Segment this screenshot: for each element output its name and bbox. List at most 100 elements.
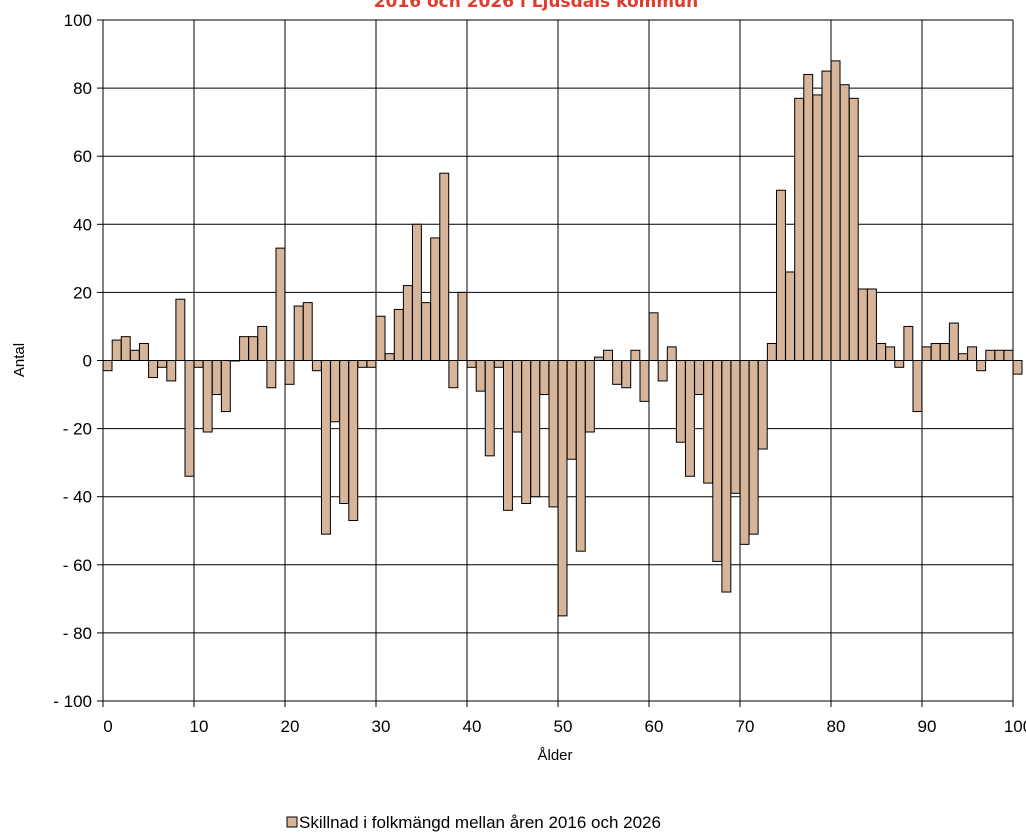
- bar: [748, 360, 759, 535]
- axes: [97, 19, 1014, 707]
- bar: [248, 336, 259, 362]
- bar: [539, 360, 550, 396]
- bar: [375, 315, 386, 361]
- bar: [402, 285, 413, 361]
- bar: [866, 288, 877, 361]
- x-tick-label: 80: [827, 717, 846, 736]
- bar: [193, 360, 204, 368]
- bar: [912, 360, 923, 413]
- bar: [885, 346, 896, 362]
- bar: [757, 360, 768, 450]
- bar: [202, 360, 213, 433]
- bar: [566, 360, 577, 460]
- bar: [493, 360, 504, 368]
- bar: [484, 360, 495, 457]
- bar: [603, 349, 614, 362]
- bar: [803, 73, 814, 361]
- y-tick-label: 40: [73, 215, 92, 234]
- x-axis-label: Ålder: [537, 747, 572, 764]
- bar: [930, 342, 941, 362]
- bar: [903, 325, 914, 362]
- bar: [311, 360, 322, 372]
- bars: [102, 60, 1023, 617]
- bar: [712, 360, 723, 562]
- bar: [111, 339, 122, 362]
- bar: [430, 237, 441, 361]
- bar: [976, 360, 987, 372]
- bar: [675, 360, 686, 443]
- bar: [102, 360, 113, 372]
- bar: [694, 360, 705, 396]
- bar: [257, 325, 268, 362]
- y-tick-label: - 60: [63, 556, 92, 575]
- bar: [448, 360, 459, 389]
- y-tick-label: 20: [73, 283, 92, 302]
- bar: [348, 360, 359, 522]
- bar: [220, 360, 231, 413]
- bar: [848, 97, 859, 361]
- y-tick-label: - 80: [63, 624, 92, 643]
- x-tick-label: 30: [372, 717, 391, 736]
- y-tick-label: - 100: [53, 692, 92, 711]
- x-tick-label: 70: [736, 717, 755, 736]
- bar: [266, 360, 277, 389]
- bar: [275, 247, 286, 361]
- bar: [175, 298, 186, 361]
- bar: [830, 60, 841, 362]
- bar: [548, 360, 559, 508]
- bar: [648, 312, 659, 361]
- bar: [794, 97, 805, 361]
- bar: [957, 353, 968, 362]
- bar: [211, 360, 222, 396]
- bar: [684, 360, 695, 477]
- chart-title: 2016 och 2026 i Ljusdals kommun: [374, 0, 699, 12]
- bar: [166, 360, 177, 382]
- bar: [138, 342, 149, 362]
- bar: [721, 360, 732, 593]
- legend-swatch: [286, 816, 298, 828]
- x-tick-label: 40: [463, 717, 482, 736]
- bar: [439, 172, 450, 361]
- bar: [857, 288, 868, 361]
- bar: [630, 349, 641, 362]
- y-tick-label: 80: [73, 79, 92, 98]
- x-tick-label: 90: [918, 717, 937, 736]
- y-tick-label: 100: [64, 11, 92, 30]
- bar: [639, 360, 650, 402]
- bar: [120, 336, 131, 362]
- bar: [475, 360, 486, 392]
- bar: [948, 322, 959, 362]
- bar: [530, 360, 541, 498]
- bar: [466, 360, 477, 368]
- bar: [876, 342, 887, 362]
- bar: [657, 360, 668, 382]
- bar: [939, 342, 950, 362]
- bar: [621, 360, 632, 389]
- x-tick-label: 10: [190, 717, 209, 736]
- bar: [284, 360, 295, 385]
- x-tick-label: 0: [103, 717, 112, 736]
- y-tick-label: 60: [73, 147, 92, 166]
- bar: [812, 94, 823, 361]
- y-tick-label: - 40: [63, 488, 92, 507]
- bar: [521, 360, 532, 505]
- bar: [129, 349, 140, 362]
- x-tick-label: 100: [1004, 717, 1026, 736]
- tick-labels: - 100 - 80 - 60 - 40 - 20 0 20 40 60 80 100 0 10 20 30…: [53, 11, 1026, 736]
- bar: [557, 360, 568, 617]
- x-tick-label: 50: [554, 717, 573, 736]
- bar: [994, 349, 1005, 362]
- bar: [1003, 349, 1014, 362]
- bar: [421, 302, 432, 361]
- bar: [157, 360, 168, 368]
- bar: [1012, 360, 1023, 375]
- bar: [293, 305, 304, 361]
- bar: [593, 356, 604, 362]
- bar: [411, 223, 422, 361]
- bar: [612, 360, 623, 385]
- bar: [703, 360, 714, 484]
- bar: [785, 271, 796, 361]
- bar: [184, 360, 195, 477]
